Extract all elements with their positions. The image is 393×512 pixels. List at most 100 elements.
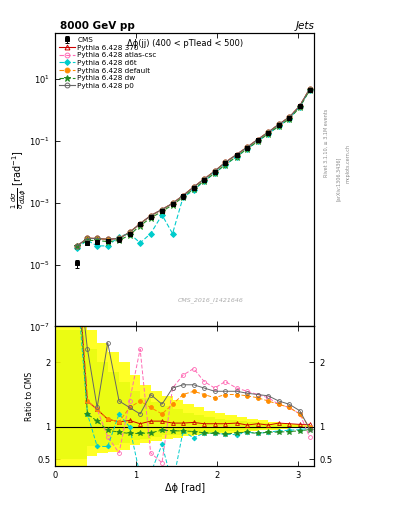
Pythia 6.428 370 xyxy=(170,200,175,206)
Pythia 6.428 d6t xyxy=(266,131,270,137)
Pythia 6.428 370 xyxy=(138,221,143,227)
Pythia 6.428 370 xyxy=(117,236,121,242)
Pythia 6.428 atlas-csc xyxy=(245,144,250,151)
Pythia 6.428 dw xyxy=(234,154,239,160)
Text: Jets: Jets xyxy=(296,20,314,31)
Pythia 6.428 atlas-csc xyxy=(95,236,99,242)
Pythia 6.428 default xyxy=(298,103,302,109)
Pythia 6.428 dw xyxy=(170,202,175,208)
Pythia 6.428 default xyxy=(105,237,110,243)
Pythia 6.428 dw xyxy=(223,161,228,167)
Pythia 6.428 370 xyxy=(85,236,90,242)
Pythia 6.428 default xyxy=(138,221,143,227)
Pythia 6.428 d6t xyxy=(202,178,207,184)
Pythia 6.428 dw xyxy=(160,208,164,215)
Text: 8000 GeV pp: 8000 GeV pp xyxy=(60,20,135,31)
Pythia 6.428 dw xyxy=(287,116,292,122)
Pythia 6.428 dw xyxy=(138,223,143,229)
Pythia 6.428 atlas-csc xyxy=(212,168,217,174)
Pythia 6.428 p0 xyxy=(170,200,175,206)
Pythia 6.428 atlas-csc xyxy=(223,159,228,165)
Pythia 6.428 default xyxy=(95,236,99,242)
Pythia 6.428 d6t xyxy=(255,138,260,144)
Pythia 6.428 default xyxy=(234,152,239,158)
Pythia 6.428 p0 xyxy=(287,114,292,120)
Pythia 6.428 p0 xyxy=(223,159,228,165)
Pythia 6.428 p0 xyxy=(266,129,270,135)
Pythia 6.428 d6t xyxy=(127,230,132,237)
Pythia 6.428 370 xyxy=(160,206,164,212)
Pythia 6.428 atlas-csc xyxy=(202,176,207,182)
Pythia 6.428 default xyxy=(170,200,175,206)
Pythia 6.428 atlas-csc xyxy=(160,206,164,212)
Pythia 6.428 dw xyxy=(212,170,217,176)
Pythia 6.428 atlas-csc xyxy=(85,236,90,242)
Pythia 6.428 d6t xyxy=(307,87,312,93)
Pythia 6.428 default xyxy=(148,212,153,219)
Pythia 6.428 dw xyxy=(105,239,110,245)
Pythia 6.428 370 xyxy=(181,193,185,199)
Pythia 6.428 dw xyxy=(95,238,99,244)
Pythia 6.428 370 xyxy=(75,243,79,249)
Pythia 6.428 default xyxy=(223,159,228,165)
X-axis label: Δϕ [rad]: Δϕ [rad] xyxy=(165,482,205,493)
Pythia 6.428 370 xyxy=(212,168,217,174)
Line: Pythia 6.428 p0: Pythia 6.428 p0 xyxy=(75,87,312,248)
Pythia 6.428 p0 xyxy=(276,121,281,127)
Pythia 6.428 atlas-csc xyxy=(298,103,302,109)
Pythia 6.428 p0 xyxy=(202,176,207,182)
Pythia 6.428 d6t xyxy=(95,243,99,249)
Pythia 6.428 370 xyxy=(223,159,228,165)
Pythia 6.428 atlas-csc xyxy=(276,121,281,127)
Pythia 6.428 d6t xyxy=(148,230,153,237)
Pythia 6.428 p0 xyxy=(148,212,153,219)
Pythia 6.428 default xyxy=(191,184,196,190)
Pythia 6.428 atlas-csc xyxy=(181,193,185,199)
Pythia 6.428 dw xyxy=(85,238,90,244)
Text: CMS_2016_I1421646: CMS_2016_I1421646 xyxy=(178,297,244,303)
Pythia 6.428 p0 xyxy=(255,137,260,143)
Pythia 6.428 atlas-csc xyxy=(191,184,196,190)
Pythia 6.428 370 xyxy=(276,121,281,127)
Pythia 6.428 d6t xyxy=(138,240,143,246)
Pythia 6.428 d6t xyxy=(117,233,121,240)
Pythia 6.428 p0 xyxy=(127,229,132,236)
Pythia 6.428 atlas-csc xyxy=(127,229,132,236)
Pythia 6.428 370 xyxy=(298,103,302,109)
Pythia 6.428 p0 xyxy=(95,236,99,242)
Pythia 6.428 d6t xyxy=(276,123,281,129)
Pythia 6.428 p0 xyxy=(234,152,239,158)
Pythia 6.428 p0 xyxy=(117,236,121,242)
Pythia 6.428 d6t xyxy=(105,243,110,249)
Pythia 6.428 default xyxy=(307,86,312,92)
Pythia 6.428 370 xyxy=(105,237,110,243)
Pythia 6.428 atlas-csc xyxy=(138,221,143,227)
Line: Pythia 6.428 default: Pythia 6.428 default xyxy=(75,87,312,248)
Pythia 6.428 d6t xyxy=(160,212,164,218)
Pythia 6.428 d6t xyxy=(212,170,217,176)
Pythia 6.428 atlas-csc xyxy=(148,212,153,219)
Line: Pythia 6.428 370: Pythia 6.428 370 xyxy=(75,87,312,248)
Pythia 6.428 370 xyxy=(202,176,207,182)
Pythia 6.428 dw xyxy=(127,232,132,238)
Pythia 6.428 370 xyxy=(234,152,239,158)
Pythia 6.428 dw xyxy=(191,186,196,192)
Pythia 6.428 370 xyxy=(148,212,153,219)
Pythia 6.428 d6t xyxy=(234,154,239,160)
Pythia 6.428 dw xyxy=(266,131,270,137)
Pythia 6.428 atlas-csc xyxy=(234,152,239,158)
Pythia 6.428 atlas-csc xyxy=(307,86,312,92)
Pythia 6.428 p0 xyxy=(307,86,312,92)
Pythia 6.428 dw xyxy=(202,178,207,184)
Text: Rivet 3.1.10, ≥ 3.1M events: Rivet 3.1.10, ≥ 3.1M events xyxy=(324,109,329,178)
Pythia 6.428 default xyxy=(212,168,217,174)
Pythia 6.428 default xyxy=(255,137,260,143)
Pythia 6.428 dw xyxy=(307,87,312,93)
Pythia 6.428 dw xyxy=(245,146,250,152)
Line: Pythia 6.428 atlas-csc: Pythia 6.428 atlas-csc xyxy=(75,87,312,248)
Pythia 6.428 p0 xyxy=(191,184,196,190)
Pythia 6.428 dw xyxy=(117,238,121,244)
Pythia 6.428 dw xyxy=(276,123,281,130)
Pythia 6.428 p0 xyxy=(75,243,79,249)
Pythia 6.428 370 xyxy=(307,86,312,92)
